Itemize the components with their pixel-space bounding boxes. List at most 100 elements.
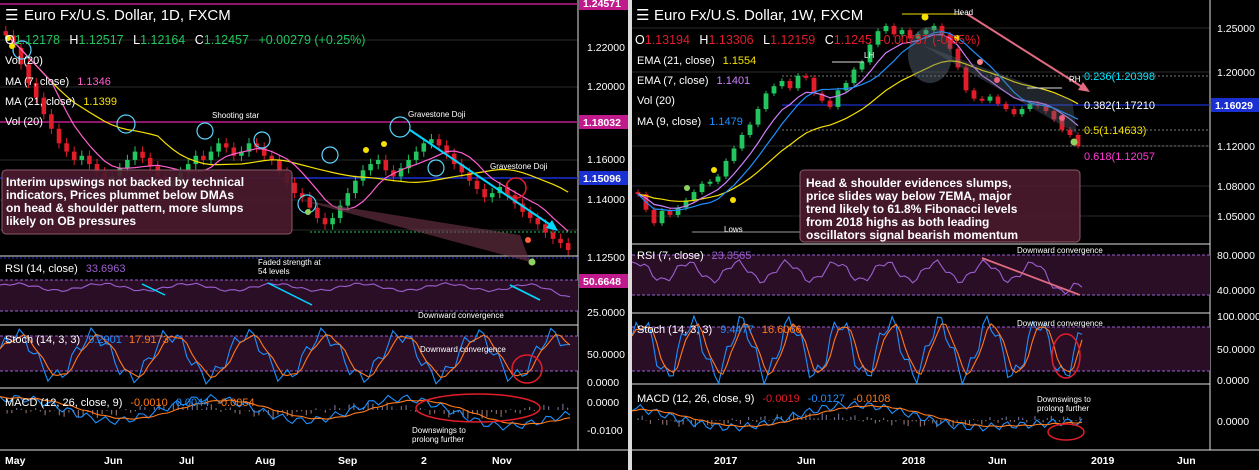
weekly-candle [771,83,777,97]
daily-price-tag-2-text: 1.18032 [583,117,621,129]
daily-candle [429,133,434,149]
weekly-lh-label: LH [864,51,874,60]
weekly-candle [675,205,681,218]
daily-candle [474,175,480,195]
daily-candle [398,163,404,182]
daily-tick-1: 1.22000 [587,42,625,54]
daily-stoch-tick-1: 50.0000 [587,349,625,361]
daily-price-tag-1 [579,0,628,10]
weekly-price-axis: 1.25000 1.20000 1.12000 1.08000 1.05000 … [1211,23,1259,223]
weekly-fib-236-label: 0.236(1.20398 [1084,71,1155,83]
daily-x-tick-6: 2 [421,455,427,467]
daily-candle [421,138,427,157]
weekly-candle [1067,127,1073,138]
daily-price-tag-2 [579,115,628,129]
weekly-ma9-label: MA (9, close) 1.1479 [637,116,743,128]
weekly-ema7-label: EMA (7, close) 1.1401 [637,75,750,87]
daily-shooting-star-label: Shooting star [212,111,259,120]
daily-candle [33,77,39,103]
weekly-ema21-line [637,60,1079,202]
daily-candle [79,150,85,166]
daily-settings-icon[interactable]: ☰ [5,7,18,24]
weekly-candle [923,27,929,37]
daily-chart-panel[interactable]: Shooting star Gravestone Doji Gravestone… [0,0,628,470]
weekly-ma9-line [637,30,1079,212]
weekly-tick-2: 1.20000 [1217,67,1255,79]
weekly-candle [787,78,793,91]
daily-chart-title: Euro Fx/U.S. Dollar, 1D, FXCM [24,7,231,24]
daily-x-tick-1: May [5,455,26,467]
weekly-candle [659,208,665,226]
weekly-ohlc-readout: O1.13194 H1.13306 L1.12159 C1.1245 -0.00… [635,33,980,47]
weekly-stoch-label: Stoch (14, 3, 3) 9.4477 16.6066 [637,324,802,336]
daily-candle [223,138,229,153]
weekly-x-tick-6: Jun [1177,455,1196,467]
daily-candle [41,92,47,120]
weekly-candle [715,173,721,185]
daily-candle [292,177,297,199]
weekly-candle [947,31,953,52]
weekly-lows-label: Lows [724,225,743,234]
weekly-candle [955,46,961,71]
daily-rsi-tag [579,274,628,288]
daily-tick-2: 1.20000 [587,81,625,93]
daily-rsi-arrow-2 [267,282,313,306]
daily-stoch-band [0,336,578,371]
weekly-candle [931,23,937,33]
daily-rsi-line [0,282,571,298]
daily-candle [315,202,320,224]
weekly-stoch-tick-1: 100.0000 [1217,311,1259,323]
weekly-stoch-d-line [632,322,1083,376]
daily-candle [216,138,221,157]
weekly-time-axis: 2017 Jun 2018 Jun 2019 Jun [714,455,1196,467]
daily-signal-dots [5,35,536,266]
daily-macd-label: MACD (12, 26, close, 9) -0.0010 0.0044 -0.0… [5,397,255,409]
daily-ma7-line [5,34,569,232]
weekly-rh-label: RH [1069,75,1081,84]
weekly-candle [987,93,993,104]
daily-wedge-shape [300,200,530,262]
weekly-candle [747,122,753,138]
daily-price-tag-1-text: 1.24571 [583,0,621,10]
daily-candle [520,198,525,218]
daily-ohlc-readout: O1.12178 H1.12517 L1.12164 C1.12457 +0.0… [5,33,365,47]
weekly-candle [779,78,785,89]
daily-candle [413,146,419,166]
daily-pattern-circles [12,40,445,214]
daily-header: ☰ Euro Fx/U.S. Dollar, 1D, FXCM O1.12178… [5,7,365,128]
daily-rsi-tick: 25.0000 [587,307,625,319]
daily-tick-5: 1.14000 [587,194,625,206]
daily-stoch-circle [511,354,543,384]
daily-price-tag-3-text: 1.15096 [583,173,621,185]
weekly-x-tick-5: 2019 [1091,455,1115,467]
daily-note-text: Interim upswings not backed by technical… [6,175,247,228]
weekly-macd-line [632,400,1083,432]
weekly-rh-shape [922,45,1077,134]
daily-candle [337,200,343,224]
weekly-macd-tick: 0.0000 [1217,416,1249,428]
weekly-candle [915,31,921,42]
weekly-chart-panel[interactable]: Head LH RH Lows 0.236(1.20398 0.382(1.17… [632,0,1259,470]
daily-rsi-label: RSI (14, close) 33.6963 [5,263,126,275]
daily-bg [0,0,628,470]
daily-ma7-label: MA (7, close) 1.1346 [5,76,111,88]
weekly-fib-618-label: 0.618(1.12057 [1084,151,1155,163]
weekly-fib-500-label: 0.5(1.14633) [1084,125,1146,137]
weekly-tick-3: 1.12000 [1217,141,1255,153]
weekly-price-tag-text: 1.16029 [1215,100,1253,112]
weekly-rsi-label: RSI (7, close) 23.3565 [637,250,751,262]
daily-candle [71,146,77,166]
weekly-candle [723,158,729,180]
weekly-rsi-note: Downward convergence [1017,246,1103,255]
weekly-price-tag [1211,98,1259,112]
weekly-stoch-tick-2: 50.0000 [1217,344,1255,356]
weekly-macd-label: MACD (12, 26, close, 9) -0.0019 -0.0127 -0.… [637,393,890,405]
weekly-settings-icon[interactable]: ☰ [636,7,649,24]
weekly-candle [979,96,985,104]
weekly-rsi-tick-2: 40.0000 [1217,285,1255,297]
daily-candle [345,187,351,211]
weekly-signal-line [632,404,1083,428]
daily-signal-line [0,396,571,426]
daily-macd-tick-2: -0.0100 [587,425,623,437]
weekly-vol-label: Vol (20) [637,95,675,107]
